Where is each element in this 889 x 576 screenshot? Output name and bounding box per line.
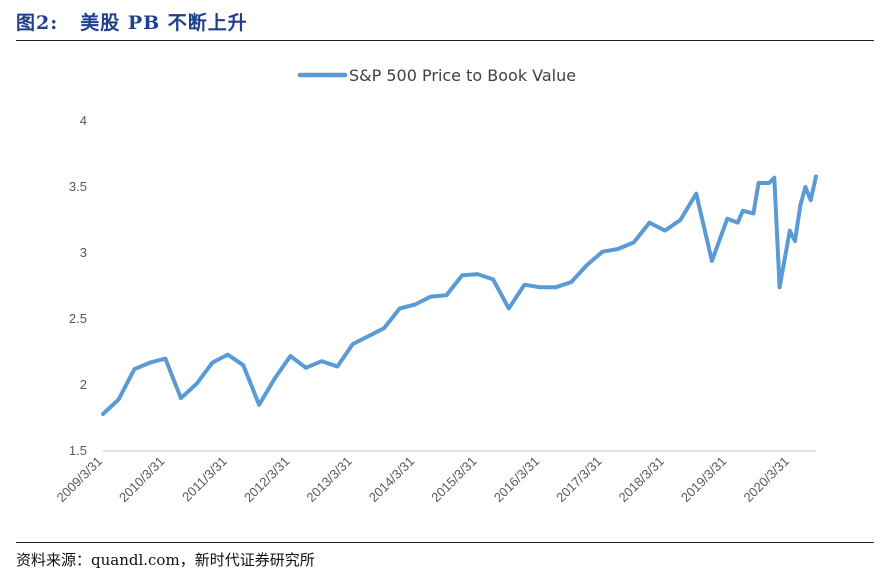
figure-title: 图2: 美股 PB 不断上升 [16,8,248,35]
x-tick-label: 2014/3/31 [366,454,418,506]
figure-title-text: 美股 PB 不断上升 [80,12,248,34]
y-tick-label: 3 [80,245,87,260]
source-note: 资料来源：quandl.com，新时代证券研究所 [16,551,315,569]
legend: S&P 500 Price to Book Value [297,66,576,85]
legend-label: S&P 500 Price to Book Value [349,66,576,85]
figure-label: 图2: [16,12,59,34]
y-axis-ticks: 1.5 2 2.5 3 3.5 4 [69,113,87,458]
x-tick-label: 2020/3/31 [740,454,792,506]
x-tick-label: 2018/3/31 [616,454,668,506]
x-tick-label: 2009/3/31 [54,454,106,506]
series-line [101,174,818,416]
y-tick-label: 2.5 [69,311,87,326]
x-tick-label: 2016/3/31 [491,454,543,506]
source-rule [16,542,874,543]
x-tick-label: 2015/3/31 [428,454,480,506]
x-tick-label: 2019/3/31 [678,454,730,506]
x-tick-label: 2010/3/31 [116,454,168,506]
y-tick-label: 3.5 [69,179,87,194]
y-tick-label: 4 [80,113,87,128]
x-tick-label: 2012/3/31 [241,454,293,506]
series-layer [101,174,818,416]
x-tick-label: 2017/3/31 [553,454,605,506]
title-rule [16,40,874,41]
y-tick-label: 1.5 [69,443,87,458]
x-axis-ticks: 2009/3/31 2010/3/31 2011/3/31 2012/3/31 2013… [54,454,792,506]
x-tick-label: 2011/3/31 [179,454,230,505]
y-tick-label: 2 [80,377,87,392]
x-tick-label: 2013/3/31 [303,454,355,506]
